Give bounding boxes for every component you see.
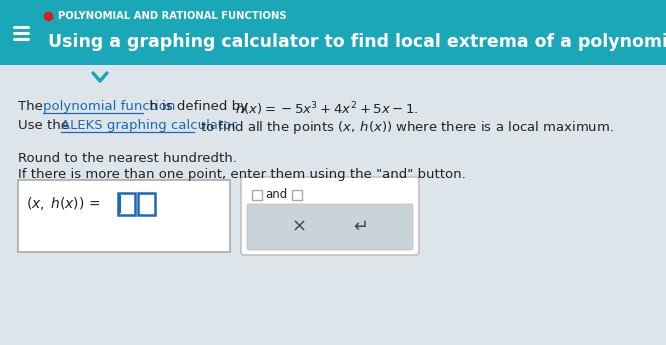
Text: ↵: ↵ bbox=[354, 218, 368, 236]
Text: Round to the nearest hundredth.: Round to the nearest hundredth. bbox=[18, 152, 237, 165]
FancyBboxPatch shape bbox=[252, 190, 262, 200]
FancyBboxPatch shape bbox=[0, 0, 666, 65]
Text: The: The bbox=[18, 100, 47, 113]
FancyBboxPatch shape bbox=[18, 180, 230, 252]
Text: to find all the points $(x,\,h(x))$ where there is a local maximum.: to find all the points $(x,\,h(x))$ wher… bbox=[196, 119, 614, 136]
Text: $(x,\;h(x))$ =: $(x,\;h(x))$ = bbox=[26, 196, 101, 213]
Text: POLYNOMIAL AND RATIONAL FUNCTIONS: POLYNOMIAL AND RATIONAL FUNCTIONS bbox=[58, 11, 286, 21]
FancyBboxPatch shape bbox=[138, 193, 155, 215]
FancyBboxPatch shape bbox=[247, 204, 413, 250]
Text: $h(x)=-5x^3+4x^2+5x-1$.: $h(x)=-5x^3+4x^2+5x-1$. bbox=[235, 100, 418, 118]
FancyBboxPatch shape bbox=[118, 193, 135, 215]
Text: If there is more than one point, enter them using the "and" button.: If there is more than one point, enter t… bbox=[18, 168, 466, 181]
FancyBboxPatch shape bbox=[241, 177, 419, 255]
Text: Use the: Use the bbox=[18, 119, 73, 132]
Text: Using a graphing calculator to find local extrema of a polynomia...: Using a graphing calculator to find loca… bbox=[48, 33, 666, 51]
Text: ×: × bbox=[292, 218, 306, 236]
FancyBboxPatch shape bbox=[292, 190, 302, 200]
Text: and: and bbox=[265, 188, 287, 201]
Text: ALEKS graphing calculator: ALEKS graphing calculator bbox=[61, 119, 237, 132]
Text: polynomial function: polynomial function bbox=[43, 100, 175, 113]
Text: h is defined by: h is defined by bbox=[145, 100, 252, 113]
